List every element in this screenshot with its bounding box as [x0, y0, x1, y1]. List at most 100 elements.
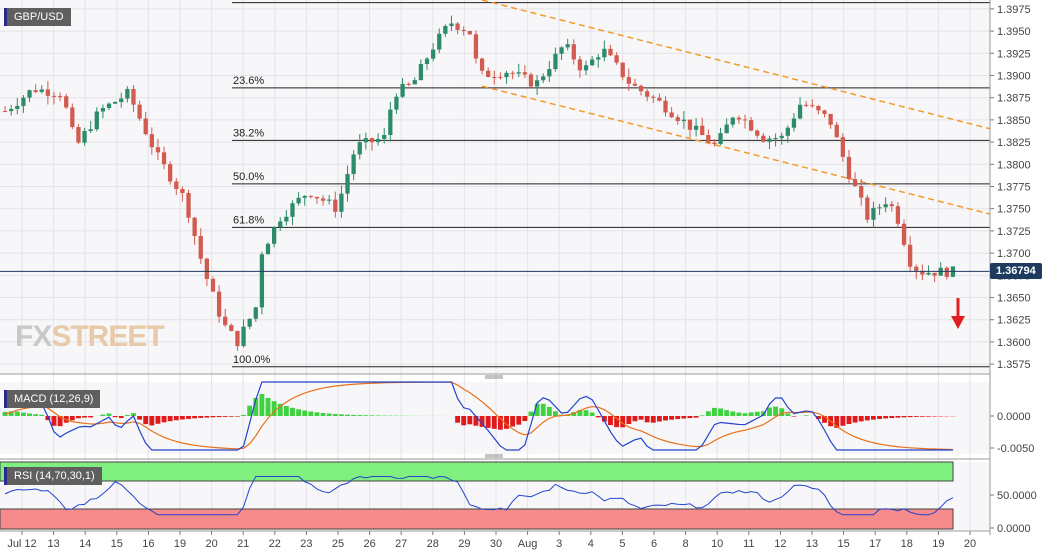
bullish-candle	[27, 90, 32, 98]
bullish-candle	[253, 307, 258, 319]
panel-splitter-icon[interactable]	[485, 454, 503, 458]
macd-histogram-bar	[687, 416, 693, 419]
macd-histogram-bar	[345, 414, 350, 416]
macd-histogram-bar	[718, 408, 724, 416]
bearish-candle	[620, 62, 625, 78]
bearish-candle	[461, 29, 466, 32]
bearish-candle	[614, 55, 619, 63]
x-tick-label: 6	[651, 538, 657, 550]
rsi-indicator: 50.0000 0.0000	[4, 476, 1037, 535]
bearish-candle	[369, 138, 375, 143]
bearish-candle	[907, 244, 913, 267]
macd-histogram-bar	[143, 416, 149, 425]
channel-upper	[481, 0, 991, 130]
macd-histogram-bar	[192, 416, 198, 419]
x-tick-label: 20	[964, 538, 976, 550]
macd-histogram-bar	[870, 416, 876, 420]
macd-histogram-bar	[650, 416, 656, 423]
macd-histogram-bar	[14, 411, 20, 416]
macd-histogram-bar	[33, 414, 39, 416]
bullish-candle	[693, 125, 699, 130]
bearish-candle	[70, 107, 75, 128]
bullish-candle	[871, 207, 876, 220]
macd-histogram-bar	[552, 411, 558, 416]
x-tick-label: 10	[711, 538, 723, 550]
bullish-candle	[302, 195, 307, 198]
bullish-candle	[412, 80, 417, 85]
bearish-candle	[204, 258, 210, 279]
bearish-candle	[895, 206, 901, 224]
bearish-candle	[632, 83, 638, 86]
macd-histogram-bar	[644, 416, 650, 423]
bullish-candle	[718, 133, 723, 144]
macd-histogram-bar	[528, 411, 534, 416]
x-tick-label: 12	[774, 538, 786, 550]
bearish-candle	[143, 118, 148, 135]
bearish-candle	[76, 127, 81, 143]
rsi-panel-title: RSI (14,70,30,1)	[4, 467, 102, 485]
macd-histogram-bar	[760, 411, 766, 416]
macd-histogram-bar	[656, 416, 662, 422]
bearish-candle	[669, 112, 674, 118]
y-tick-label: 1.3800	[997, 159, 1031, 171]
y-tick-label: 1.3625	[997, 315, 1031, 327]
bearish-candle	[920, 270, 925, 275]
macd-histogram-bar	[253, 397, 259, 416]
macd-histogram-bar	[369, 415, 375, 416]
rsi-overbought-band	[0, 461, 954, 482]
bullish-candle	[345, 174, 350, 194]
macd-histogram-bar	[308, 411, 314, 416]
bullish-candle	[424, 58, 430, 65]
bearish-candle	[2, 111, 8, 113]
bearish-candle	[675, 117, 680, 122]
bullish-candle	[112, 101, 118, 104]
bullish-candle	[791, 118, 797, 128]
y-tick-label: 1.3600	[997, 337, 1031, 349]
macd-histogram-bar	[271, 401, 277, 416]
bullish-candle	[259, 254, 265, 308]
panel-splitter-icon[interactable]	[485, 375, 503, 379]
rsi-y-label: 50.0000	[997, 490, 1037, 502]
macd-histogram-bar	[75, 416, 81, 419]
bullish-candle	[541, 76, 546, 81]
bullish-candle	[15, 105, 20, 109]
bearish-candle	[137, 104, 142, 119]
y-tick-label: 1.3750	[997, 204, 1031, 216]
macd-histogram-bar	[663, 416, 668, 421]
bullish-candle	[430, 49, 436, 59]
bullish-candle	[565, 44, 570, 48]
bearish-candle	[314, 196, 320, 199]
macd-histogram-bar	[785, 413, 791, 416]
bearish-candle	[467, 31, 472, 35]
bullish-candle	[797, 104, 803, 119]
bearish-candle	[149, 134, 154, 148]
x-tick-label: 19	[932, 538, 944, 550]
macd-histogram-bar	[112, 416, 118, 418]
bearish-candle	[57, 96, 63, 98]
macd-histogram-bar	[351, 414, 357, 416]
macd-histogram-bar	[88, 416, 94, 418]
bullish-candle	[534, 80, 540, 87]
bullish-candle	[596, 57, 601, 60]
macd-line	[4, 381, 953, 451]
bullish-candle	[82, 131, 87, 143]
x-tick-label: 15	[837, 538, 849, 550]
macd-histogram-bar	[357, 415, 363, 416]
macd-histogram-bar	[45, 416, 51, 421]
rsi-y-label: 0.0000	[997, 523, 1031, 535]
date-axis: Jul 12 13 14 15 16 19 20 21 22 23 25 26 27 28 29 30 Aug 3…	[7, 531, 976, 550]
channel-lower	[481, 85, 991, 215]
bearish-candle	[742, 119, 748, 121]
bearish-candle	[64, 96, 69, 108]
macd-histogram-bar	[736, 412, 742, 416]
bearish-candle	[865, 197, 870, 220]
macd-histogram-bar	[100, 414, 106, 416]
macd-histogram-bar	[748, 412, 754, 416]
macd-histogram-bar	[632, 416, 638, 422]
bearish-candle	[33, 90, 38, 92]
x-tick-label: 23	[300, 538, 312, 550]
price-panel-title: GBP/USD	[4, 8, 71, 26]
macd-histogram-bar	[338, 414, 344, 416]
bearish-candle	[235, 330, 240, 347]
rsi-line	[4, 476, 954, 516]
